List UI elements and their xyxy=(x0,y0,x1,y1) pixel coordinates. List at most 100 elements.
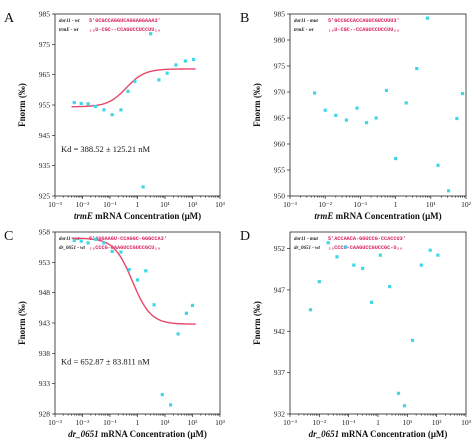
y-tick-label: 935 xyxy=(39,161,51,170)
data-point xyxy=(384,88,389,93)
x-tick-label: 10² xyxy=(188,418,199,427)
data-point xyxy=(141,185,145,189)
plot-frame xyxy=(54,231,221,415)
data-point xyxy=(176,332,180,336)
seq-text: 5'GCGCCAGGUCAGGAGGAAA3' xyxy=(89,18,161,24)
panel-label: C xyxy=(4,229,13,244)
data-point xyxy=(183,59,187,63)
y-axis-title: Fnorm (‰) xyxy=(252,301,262,345)
chart-panel-b: B 950 955 960 965 970 975 980 985 10⁻³ 10⁻² 10⁻¹ 1 10… xyxy=(240,10,472,222)
data-point xyxy=(86,102,90,106)
x-tick-label: 10⁻³ xyxy=(283,418,297,427)
y-tick-label: 938 xyxy=(39,349,51,358)
x-axis-unit: mRNA Concentration (μM) xyxy=(93,211,201,221)
data-point xyxy=(365,121,369,125)
y-tick-label: 960 xyxy=(274,140,286,149)
data-point xyxy=(102,108,106,112)
x-axis-gene: dr_0651 xyxy=(68,429,99,439)
data-point xyxy=(396,391,401,395)
kd-value: Kd = 388.52 ± 125.21 nM xyxy=(61,144,150,154)
seq-name: dor11 - wt xyxy=(59,237,80,242)
x-axis-gene: trmE xyxy=(314,211,333,221)
y-tick-label: 985 xyxy=(39,10,51,19)
data-point xyxy=(460,91,465,96)
data-point xyxy=(86,241,90,245)
x-tick-label: 10³ xyxy=(215,200,226,209)
x-tick-label: 10² xyxy=(432,418,443,427)
y-tick-label: 975 xyxy=(39,40,51,49)
x-axis-unit: mRNA Concentration (μM) xyxy=(339,429,447,439)
data-point xyxy=(72,238,76,243)
data-point xyxy=(94,237,98,241)
seq-text: 5'AGGAAGU-CCAGGC-GGGCCA3' xyxy=(89,236,167,242)
data-point xyxy=(455,116,459,121)
x-axis-title: dr_0651 mRNA Concentration (μM) xyxy=(68,429,207,439)
y-tick-label: 942 xyxy=(274,327,286,336)
x-tick-label: 10³ xyxy=(461,418,472,427)
data-point xyxy=(446,189,451,193)
data-point xyxy=(308,308,313,312)
x-tick-label: 1 xyxy=(136,418,140,427)
seq-text: 5'GCCGCCACCAGUCGUCUUU3' xyxy=(328,18,400,24)
data-point xyxy=(361,266,365,270)
data-point xyxy=(102,241,106,245)
data-point xyxy=(119,108,123,112)
data-point xyxy=(374,116,378,120)
y-tick-label: 947 xyxy=(274,285,286,294)
data-point xyxy=(135,278,140,282)
seq-name: trmE - wt xyxy=(59,28,79,33)
data-point xyxy=(326,241,330,245)
x-tick-label: 10⁻¹ xyxy=(103,418,117,427)
seq-text: ₃₀U-CGC--CCAGUCCUCCUU₂₀ xyxy=(328,27,400,33)
data-point xyxy=(352,263,356,267)
data-point xyxy=(344,118,348,122)
x-tick-label: 10⁻³ xyxy=(48,418,62,427)
y-axis-title: Fnorm (‰) xyxy=(17,83,27,127)
seq-name: dor11 - wt xyxy=(59,19,80,24)
chart-panel-d: D 932 937 942 947 952 10⁻³ 10⁻² 10⁻¹ 1 10¹ 10² 10³ Fn… xyxy=(240,229,472,439)
x-tick-label: 10¹ xyxy=(426,200,436,209)
y-tick-label: 925 xyxy=(39,192,51,201)
seq-name: dr_0651 - wt xyxy=(59,246,85,251)
y-tick-label: 955 xyxy=(274,166,286,175)
x-tick-label: 1 xyxy=(376,418,380,427)
data-point xyxy=(335,255,339,259)
data-point xyxy=(190,303,195,308)
x-tick-label: 10¹ xyxy=(402,418,412,427)
panel-label: B xyxy=(240,11,249,26)
data-point xyxy=(152,303,156,307)
data-point xyxy=(410,338,415,342)
x-axis-title: dr_0651 mRNA Concentration (μM) xyxy=(309,429,448,439)
seq-text: ₃₀CCCG-CAAGUCCGUCCGCU₂₀ xyxy=(89,245,161,251)
chart-panel-c: C 928 933 938 943 948 953 958 10⁻³ 10⁻² 10⁻¹ 1 10¹ 10… xyxy=(4,228,226,440)
data-point xyxy=(415,67,419,71)
panel-label: A xyxy=(4,11,15,26)
x-axis-title: trmE mRNA Concentration (μM) xyxy=(314,211,441,221)
data-point xyxy=(126,89,130,93)
seq-name: dor11 - mut xyxy=(294,237,319,242)
y-tick-label: 985 xyxy=(274,10,286,19)
seq-text: ₃₀CCCG-CAAGUCCGUCCGC-U₂₀ xyxy=(328,245,403,251)
seq-text: 5'ACCAACA-GGUCCG-CCACCU3' xyxy=(328,236,406,242)
x-tick-label: 10⁻¹ xyxy=(103,200,117,209)
x-tick-label: 10⁻³ xyxy=(48,200,62,209)
data-point xyxy=(425,16,429,20)
x-tick-label: 1 xyxy=(136,200,140,209)
data-point xyxy=(165,71,169,75)
data-point xyxy=(404,101,408,105)
data-point xyxy=(317,280,321,284)
y-tick-label: 953 xyxy=(39,258,51,267)
data-point xyxy=(184,311,188,315)
data-point xyxy=(419,263,423,267)
data-point xyxy=(144,269,148,273)
plot-frame xyxy=(289,231,467,415)
x-tick-label: 10¹ xyxy=(160,418,170,427)
data-point xyxy=(149,32,153,36)
data-point xyxy=(110,249,114,254)
x-axis-unit: mRNA Concentration (μM) xyxy=(99,429,207,439)
y-tick-label: 952 xyxy=(274,244,286,253)
y-axis-title: Fnorm (‰) xyxy=(252,83,262,127)
x-tick-label: 10⁻¹ xyxy=(354,200,368,209)
seq-name: dr_0651 - wt xyxy=(294,246,320,251)
